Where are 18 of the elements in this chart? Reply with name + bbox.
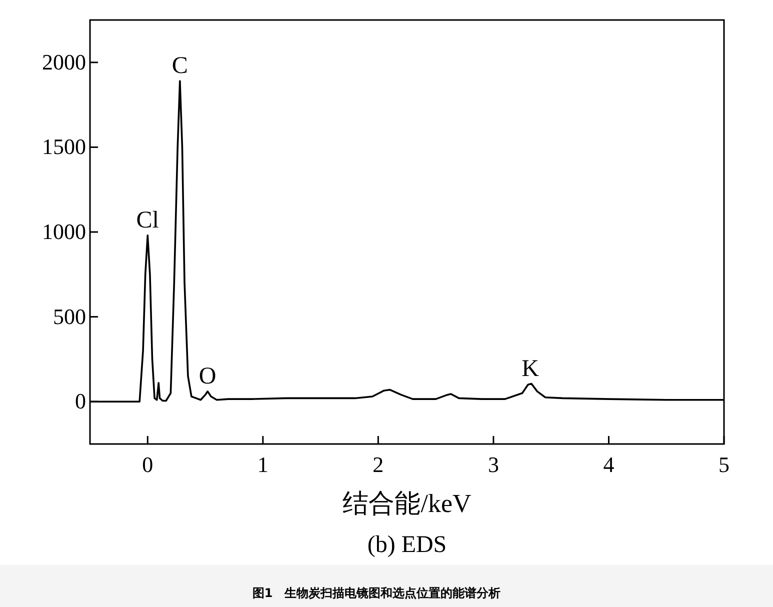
x-tick-label: 3 <box>488 452 499 477</box>
caption: 图1 生物炭扫描电镜图和选点位置的能谱分析 <box>252 586 501 600</box>
y-tick-label: 1500 <box>42 134 86 160</box>
x-tick-label: 2 <box>372 452 384 477</box>
y-tick-label: 2000 <box>42 49 86 74</box>
x-tick-label: 4 <box>603 452 614 477</box>
x-axis-title: 结合能/keV <box>342 489 472 518</box>
annotation: O <box>198 363 216 390</box>
x-tick-label: 1 <box>257 452 268 477</box>
annotation: K <box>522 356 540 382</box>
x-tick-label: 0 <box>142 452 154 477</box>
y-tick-label: 500 <box>53 304 86 329</box>
y-tick-label: 1000 <box>42 219 86 244</box>
annotation: Cl <box>136 207 160 234</box>
annotation: C <box>172 53 188 80</box>
text: (b) EDS <box>367 532 447 558</box>
x-tick-label: 5 <box>718 452 730 477</box>
y-tick-label: 0 <box>75 388 86 414</box>
